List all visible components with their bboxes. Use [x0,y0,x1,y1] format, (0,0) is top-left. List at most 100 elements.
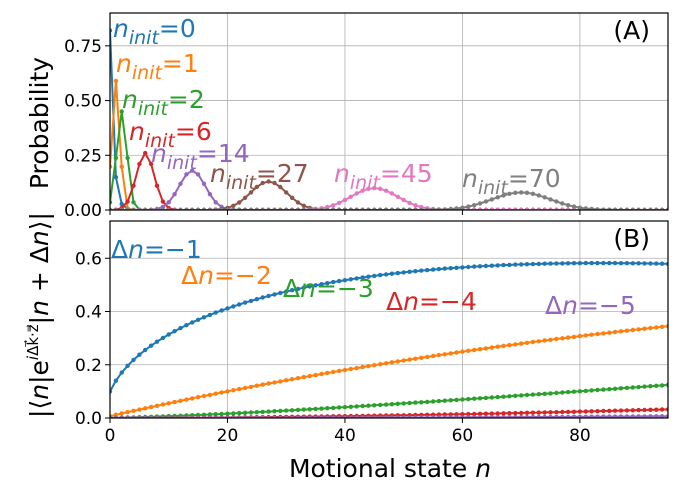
data-point [360,415,365,418]
data-point [672,208,676,212]
series-label: Δn=−4 [386,287,477,316]
data-point [524,190,530,195]
data-point [642,407,647,413]
data-point [131,183,136,188]
data-point [131,200,136,205]
y-tick-label: 0.0 [75,409,102,429]
data-point [336,405,342,410]
data-point [154,339,160,344]
data-point [466,204,471,209]
data-point [642,414,647,418]
data-point [624,385,630,391]
data-point [501,343,506,349]
data-point [648,261,653,266]
data-point [319,282,324,287]
data-point [565,261,571,266]
data-point [548,337,553,342]
data-point [143,150,148,156]
data-point [354,365,359,371]
data-point [589,332,594,337]
data-point [278,379,283,384]
data-point [119,370,124,375]
data-point [636,327,641,332]
data-point [342,197,348,203]
data-point [242,385,248,391]
series-label: Δn=−1 [111,235,202,264]
data-point [601,408,606,414]
data-point [166,332,171,337]
data-point [430,399,436,404]
data-point [372,403,377,408]
data-point [372,185,377,191]
data-point [137,407,142,412]
data-point [442,207,447,210]
data-point [266,293,271,299]
data-point [483,199,489,204]
data-point [401,270,406,275]
data-point [366,363,371,369]
data-point [477,347,483,352]
data-point [266,409,271,414]
data-point [601,260,606,266]
data-point [612,414,618,418]
data-point [460,397,465,402]
data-point [295,200,301,205]
data-point [284,378,289,383]
data-point [143,406,148,411]
data-point [325,370,330,376]
data-point [190,396,195,401]
data-point [278,408,283,414]
data-point [548,410,553,415]
data-point [395,415,400,418]
data-point [571,389,577,394]
data-point [366,415,371,418]
data-point [618,386,624,391]
data-point [378,362,383,367]
data-point [119,164,124,169]
data-point [383,272,389,277]
data-point [548,261,553,266]
data-point [495,195,500,200]
data-point [466,415,471,418]
y-axis-label-bottom: |⟨n|eiΔk⃗·z⃗|n + Δn⟩| [23,212,54,418]
data-point [524,340,530,345]
data-point [184,172,189,177]
data-point [242,300,248,305]
data-point [395,401,400,406]
data-point [513,414,518,418]
data-point [395,194,400,199]
data-point [466,396,471,402]
data-point [366,186,371,191]
data-point [166,200,171,205]
data-point [560,261,565,266]
data-point [601,207,606,210]
data-point [654,383,659,388]
data-point [360,188,365,193]
data-point [530,191,536,196]
data-point [565,389,571,395]
data-point [524,410,530,415]
data-point [372,415,377,418]
data-point [313,283,318,288]
data-point [560,390,565,395]
data-point [213,412,218,417]
data-point [589,388,594,393]
data-point [466,348,471,353]
data-point [325,406,330,411]
data-point [636,261,641,266]
data-point [160,204,166,210]
axes-frame [109,12,669,211]
data-point [636,407,641,413]
data-point [425,415,430,418]
data-point [389,191,395,196]
data-point [442,398,447,403]
data-point [648,414,653,418]
data-point [342,404,348,410]
data-point [190,168,195,173]
data-point [413,415,418,418]
data-point [560,409,565,415]
data-point [148,343,154,348]
data-point [536,414,541,418]
data-point [342,278,348,283]
data-point [583,388,588,394]
